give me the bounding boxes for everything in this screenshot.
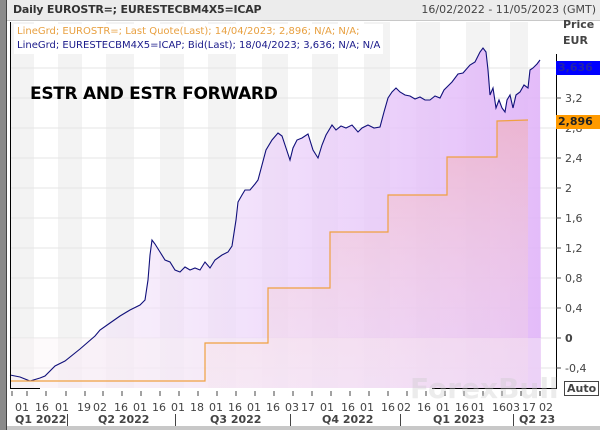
x-tick: 02 bbox=[93, 401, 107, 414]
legend-forward: LineGrd; EURESTECBM4X5=ICAP; Bid(Last); … bbox=[17, 40, 381, 51]
x-tick: 01 bbox=[360, 401, 374, 414]
chart-legend: LineGrd; EUROSTR=; Last Quote(Last); 14/… bbox=[14, 24, 384, 54]
x-tick: 16 bbox=[266, 401, 280, 414]
x-tick: 16 bbox=[114, 401, 128, 414]
x-tick: 01 bbox=[171, 401, 185, 414]
x-tick: 01 bbox=[15, 401, 29, 414]
y-axis-header-currency: EUR bbox=[563, 34, 588, 47]
forward-line bbox=[9, 47, 541, 382]
y-tick: 0,4 bbox=[565, 302, 583, 315]
y-tick: -0,4 bbox=[565, 362, 587, 375]
x-tick: 16 bbox=[492, 401, 506, 414]
x-tick: 18 bbox=[190, 401, 204, 414]
x-tick: 01 bbox=[247, 401, 261, 414]
quarter-separator bbox=[67, 414, 68, 426]
y-tick: 3,2 bbox=[565, 92, 583, 105]
x-tick: 03 bbox=[506, 401, 520, 414]
quarter-label: Q2 2022 bbox=[98, 413, 150, 426]
y-tick: 0,8 bbox=[565, 272, 583, 285]
y-tick-zero: 0 bbox=[565, 332, 573, 345]
watermark: ForexBull bbox=[410, 372, 559, 405]
x-tick: 01 bbox=[133, 401, 147, 414]
legend-estr: LineGrd; EUROSTR=; Last Quote(Last); 14/… bbox=[17, 26, 360, 37]
chart-annotation: ESTR AND ESTR FORWARD bbox=[30, 84, 278, 104]
x-tick: 01 bbox=[55, 401, 69, 414]
x-tick: 17 bbox=[522, 401, 536, 414]
x-tick: 01 bbox=[471, 401, 485, 414]
x-tick: 03 bbox=[285, 401, 299, 414]
chart-title-bar: Daily EUROSTR=; EURESTECBM4X5=ICAP 16/02… bbox=[7, 0, 600, 21]
auto-scale-button[interactable]: Auto bbox=[564, 381, 600, 396]
y-tick: 2,4 bbox=[565, 152, 583, 165]
x-tick: 16 bbox=[417, 401, 431, 414]
x-tick: 16 bbox=[228, 401, 242, 414]
x-tick: 16 bbox=[341, 401, 355, 414]
quarter-separator bbox=[175, 414, 176, 426]
instrument-title: Daily EUROSTR=; EURESTECBM4X5=ICAP bbox=[13, 3, 262, 16]
y-tick: 1,2 bbox=[565, 242, 583, 255]
last-value-badge-forward: 3,636 bbox=[556, 61, 600, 75]
date-range[interactable]: 16/02/2022 - 11/05/2023 (GMT) bbox=[421, 3, 596, 16]
y-tick: 1,6 bbox=[565, 212, 583, 225]
quarter-label: Q1 2023 bbox=[433, 413, 485, 426]
x-axis-ticks bbox=[11, 391, 541, 396]
window-frame-left bbox=[0, 0, 7, 430]
quarter-separator bbox=[400, 414, 401, 426]
quarter-label: Q1 2022 bbox=[15, 413, 67, 426]
estr-line bbox=[10, 119, 529, 382]
x-tick: 16 bbox=[455, 401, 469, 414]
x-tick: 19 bbox=[77, 401, 91, 414]
y-tick: 2 bbox=[565, 182, 572, 195]
quarter-label: Q4 2022 bbox=[322, 413, 374, 426]
x-tick: 16 bbox=[152, 401, 166, 414]
y-axis-header-price: Price bbox=[563, 18, 595, 31]
horizontal-scrollbar[interactable] bbox=[7, 426, 600, 430]
quarter-label: Q3 2022 bbox=[210, 413, 262, 426]
quarter-separator bbox=[513, 414, 514, 426]
x-tick: 01 bbox=[436, 401, 450, 414]
x-tick: 02 bbox=[397, 401, 411, 414]
x-tick: 01 bbox=[320, 401, 334, 414]
quarter-label: Q2 23 bbox=[519, 413, 556, 426]
x-tick: 02 bbox=[539, 401, 553, 414]
last-value-badge-estr: 2,896 bbox=[556, 115, 600, 129]
x-tick: 17 bbox=[301, 401, 315, 414]
x-tick: 01 bbox=[209, 401, 223, 414]
quarter-separator bbox=[290, 414, 291, 426]
x-tick: 16 bbox=[381, 401, 395, 414]
x-tick: 16 bbox=[35, 401, 49, 414]
